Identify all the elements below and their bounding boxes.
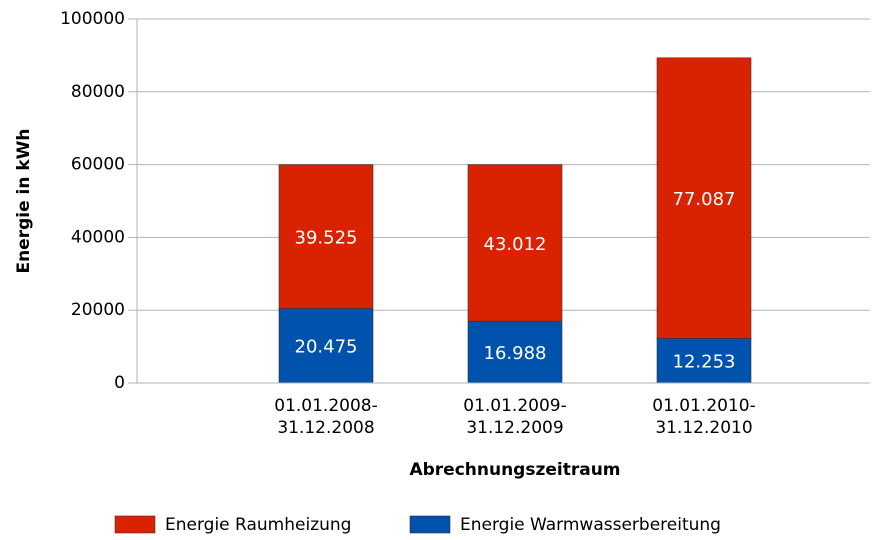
legend-swatch	[114, 515, 156, 534]
bar-segment	[278, 164, 374, 309]
y-axis-label: Energie in kWh	[14, 128, 34, 273]
y-tick-label: 60000	[71, 155, 125, 175]
x-tick-label: 01.01.2009-31.12.2009	[463, 396, 567, 438]
bar-segment	[656, 57, 752, 339]
bar-segment	[467, 320, 563, 384]
bar-segment	[278, 308, 374, 384]
x-tick-label: 01.01.2010-31.12.2010	[652, 396, 756, 438]
value-label: 43.012	[484, 234, 547, 255]
value-label: 20.475	[295, 337, 358, 358]
x-axis-label: Abrechnungszeitraum	[409, 460, 620, 480]
y-tick-label: 0	[114, 373, 125, 393]
x-tick-label: 01.01.2008-31.12.2008	[274, 396, 378, 438]
legend-swatch	[409, 515, 451, 534]
bar-segment	[656, 338, 752, 384]
y-tick-label: 80000	[71, 82, 125, 102]
y-tick-label: 20000	[71, 300, 125, 320]
y-tick-label: 40000	[71, 227, 125, 247]
bar-segment	[467, 164, 563, 322]
legend-label: Energie Raumheizung	[165, 515, 351, 535]
legend-label: Energie Warmwasserbereitung	[460, 515, 721, 535]
y-tick-label: 100000	[60, 9, 125, 29]
value-label: 12.253	[673, 352, 736, 373]
value-label: 16.988	[484, 343, 547, 364]
value-label: 77.087	[673, 189, 736, 210]
value-label: 39.525	[295, 228, 358, 249]
